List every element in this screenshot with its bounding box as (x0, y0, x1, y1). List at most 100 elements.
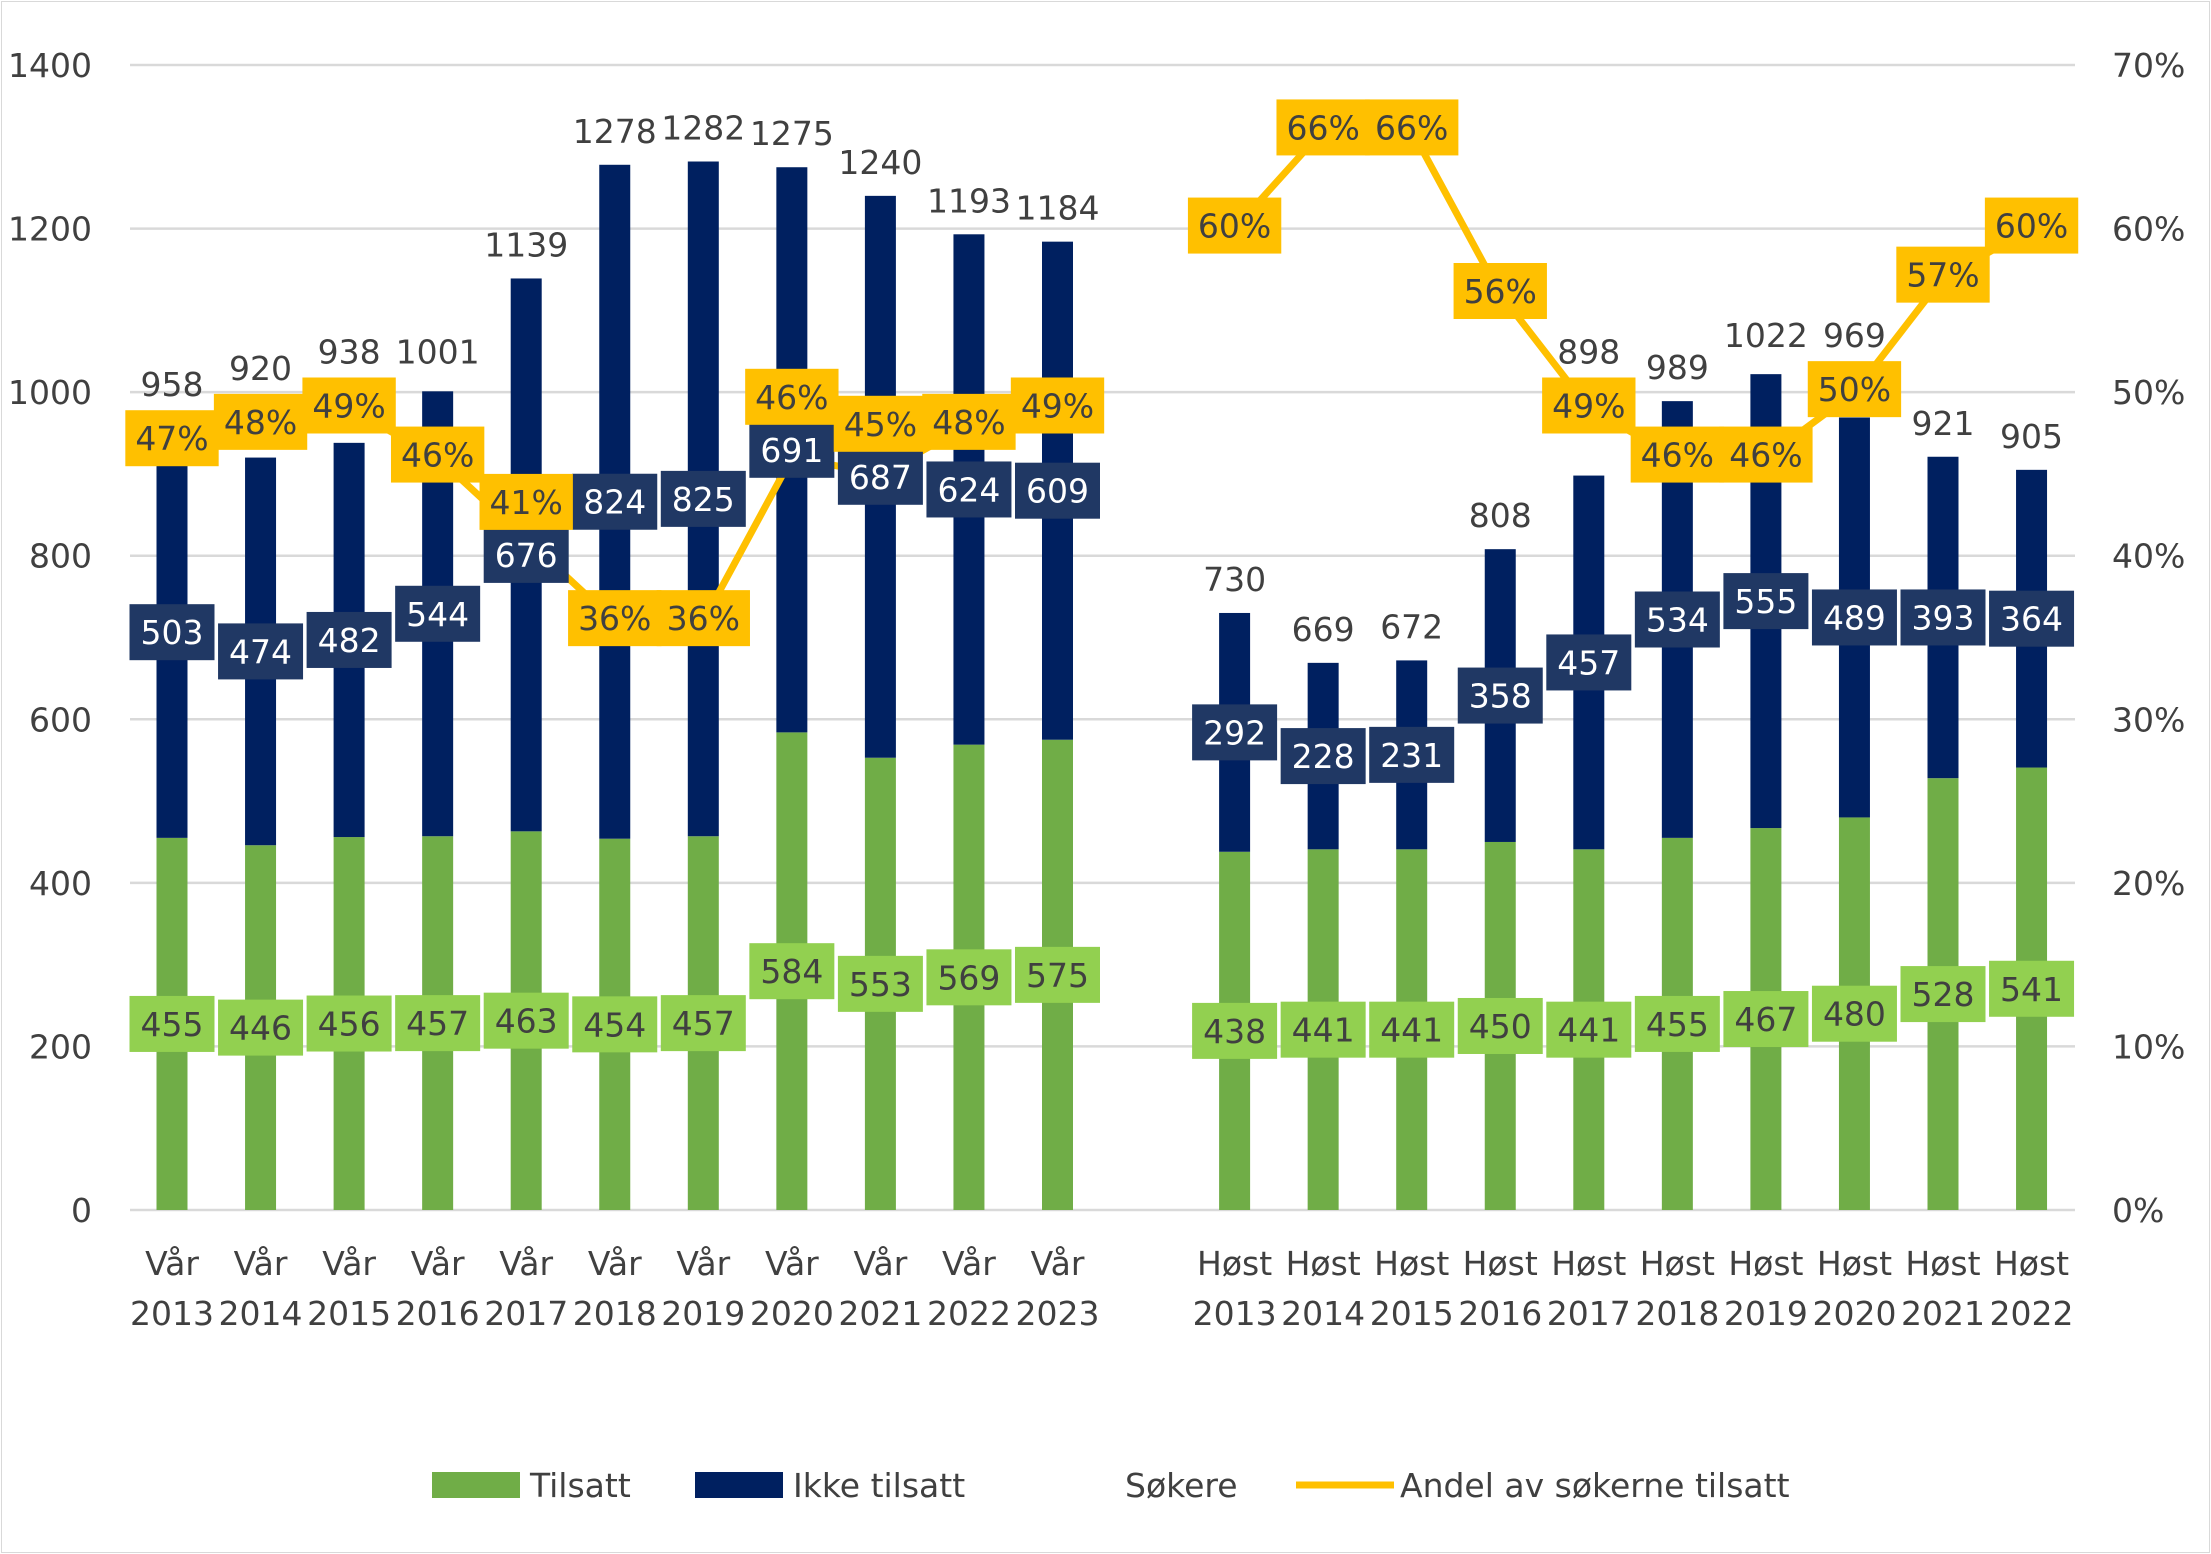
label-tilsatt-bg (1811, 985, 1897, 1042)
right-axis-tick: 60% (2112, 210, 2185, 249)
label-ikke-tilsatt: 457 (1557, 643, 1620, 682)
label-andel: 60% (1198, 207, 1271, 246)
label-andel: 47% (135, 419, 208, 458)
label-andel: 60% (1995, 207, 2068, 246)
label-tilsatt: 528 (1912, 975, 1975, 1014)
label-ikke-tilsatt-bg (660, 470, 746, 527)
label-andel: 49% (1552, 387, 1625, 426)
label-tilsatt: 575 (1026, 956, 1089, 995)
left-axis-tick: 600 (29, 700, 92, 739)
legend-swatch-tilsatt (432, 1472, 520, 1498)
x-axis-tick: Høst 2015 (1370, 1244, 1454, 1333)
label-sokere: 1240 (838, 143, 922, 182)
label-ikke-tilsatt-bg (1900, 589, 1986, 646)
label-andel: 48% (932, 403, 1005, 442)
x-axis-tick: Vår 2020 (750, 1244, 834, 1333)
x-axis-tick: Høst 2016 (1458, 1244, 1542, 1333)
label-tilsatt-bg (129, 995, 215, 1052)
label-sokere: 905 (2000, 417, 2063, 456)
label-sokere: 920 (229, 349, 292, 388)
label-tilsatt: 569 (937, 958, 1000, 997)
label-ikke-tilsatt-bg (1811, 589, 1897, 646)
label-ikke-tilsatt: 228 (1292, 737, 1355, 776)
label-tilsatt-bg (1634, 995, 1720, 1052)
left-axis-tick: 1200 (8, 210, 92, 249)
label-tilsatt: 541 (2000, 970, 2063, 1009)
label-sokere: 958 (141, 365, 204, 404)
label-tilsatt: 467 (1734, 1000, 1797, 1039)
label-andel: 41% (490, 483, 563, 522)
right-axis-tick: 30% (2112, 700, 2185, 739)
label-ikke-tilsatt-bg (1989, 590, 2075, 647)
label-tilsatt: 480 (1823, 995, 1886, 1034)
label-tilsatt: 450 (1469, 1007, 1532, 1046)
label-ikke-tilsatt-bg (749, 421, 835, 478)
label-ikke-tilsatt: 482 (318, 621, 381, 660)
label-tilsatt: 584 (760, 952, 823, 991)
right-axis-tick: 0% (2112, 1191, 2164, 1230)
label-tilsatt-bg (572, 996, 658, 1053)
label-tilsatt-bg (1369, 1001, 1455, 1058)
label-sokere: 1001 (396, 333, 480, 372)
label-tilsatt: 457 (672, 1004, 735, 1043)
label-sokere: 1278 (573, 112, 657, 151)
left-axis-tick: 400 (29, 864, 92, 903)
right-axis-tick: 70% (2112, 46, 2185, 85)
label-ikke-tilsatt-bg (1546, 634, 1632, 691)
label-tilsatt-bg (1015, 946, 1100, 1003)
label-andel: 49% (1021, 387, 1094, 426)
label-ikke-tilsatt: 824 (583, 483, 646, 522)
label-andel-bg (302, 377, 396, 434)
label-andel-bg (1276, 99, 1370, 156)
x-axis-tick: Høst 2017 (1547, 1244, 1631, 1333)
label-ikke-tilsatt: 503 (141, 613, 204, 652)
label-andel: 49% (312, 387, 385, 426)
label-tilsatt: 456 (318, 1005, 381, 1044)
label-tilsatt-bg (306, 995, 392, 1052)
label-tilsatt: 463 (495, 1002, 558, 1041)
label-sokere: 969 (1823, 316, 1886, 355)
label-andel: 50% (1818, 370, 1891, 409)
label-tilsatt-bg (926, 949, 1012, 1006)
label-tilsatt: 455 (141, 1005, 204, 1044)
label-sokere: 898 (1557, 333, 1620, 372)
label-andel: 36% (667, 599, 740, 638)
legend-swatch-ikke-tilsatt (695, 1472, 783, 1498)
label-ikke-tilsatt: 609 (1026, 472, 1089, 511)
label-andel-bg (922, 393, 1016, 450)
legend-ikke-tilsatt: Ikke tilsatt (793, 1466, 965, 1505)
label-andel: 46% (755, 378, 828, 417)
label-ikke-tilsatt: 691 (760, 431, 823, 470)
label-andel-bg (1896, 246, 1990, 303)
label-ikke-tilsatt-bg (572, 473, 658, 530)
label-tilsatt-bg (1900, 966, 1986, 1023)
right-axis-tick: 50% (2112, 373, 2185, 412)
label-andel-bg (1187, 197, 1282, 254)
label-ikke-tilsatt-bg (926, 461, 1012, 518)
label-andel: 66% (1375, 108, 1448, 147)
label-ikke-tilsatt: 555 (1734, 582, 1797, 621)
label-ikke-tilsatt: 534 (1646, 601, 1709, 640)
label-tilsatt-bg (837, 955, 923, 1012)
label-ikke-tilsatt: 231 (1380, 736, 1443, 775)
label-andel-bg (479, 473, 573, 530)
label-andel: 66% (1286, 108, 1359, 147)
legend-tilsatt: Tilsatt (529, 1466, 631, 1505)
label-tilsatt: 457 (406, 1004, 469, 1043)
left-axis-tick: 800 (29, 537, 92, 576)
label-sokere: 1022 (1724, 316, 1808, 355)
label-ikke-tilsatt-bg (1457, 667, 1543, 724)
label-ikke-tilsatt: 676 (495, 536, 558, 575)
label-andel: 48% (224, 403, 297, 442)
label-tilsatt: 441 (1292, 1011, 1355, 1050)
label-andel: 56% (1464, 272, 1537, 311)
label-sokere: 1139 (484, 225, 568, 264)
label-andel: 57% (1906, 256, 1979, 295)
label-tilsatt: 441 (1557, 1011, 1620, 1050)
label-tilsatt: 446 (229, 1009, 292, 1048)
label-ikke-tilsatt-bg (1015, 462, 1100, 519)
label-ikke-tilsatt: 825 (672, 480, 735, 519)
label-ikke-tilsatt-bg (218, 623, 304, 680)
